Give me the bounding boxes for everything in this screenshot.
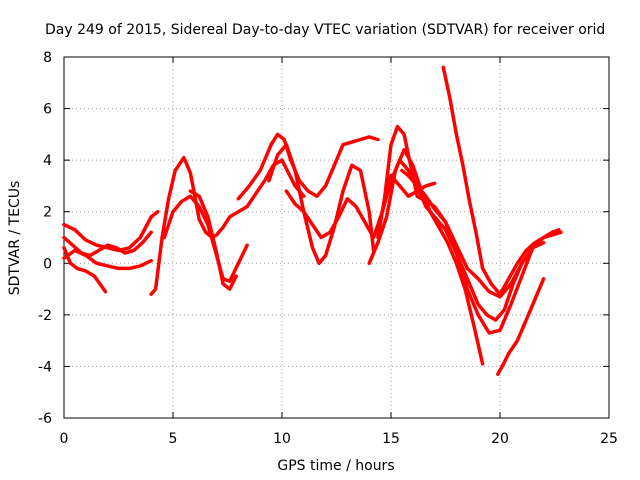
x-axis-label: GPS time / hours <box>277 458 394 474</box>
series-track-10 <box>284 173 437 240</box>
data-series <box>62 65 563 376</box>
series-track-14 <box>400 168 561 299</box>
series-track-06 <box>162 194 249 284</box>
x-tick-label: 0 <box>60 431 69 447</box>
series-track-01 <box>62 246 108 294</box>
series-track-09 <box>267 142 376 266</box>
x-tick-label: 25 <box>600 431 618 447</box>
series-track-12 <box>380 158 546 322</box>
series-track-05 <box>149 155 306 296</box>
axis-ticks: 0 5 10 15 20 25 -6 -4 -2 0 2 4 6 8 <box>38 50 618 447</box>
series-track-04 <box>62 248 153 271</box>
chart-title: Day 249 of 2015, Sidereal Day-to-day VTE… <box>45 22 605 38</box>
y-tick-label: 8 <box>43 50 52 66</box>
series-track-08 <box>236 132 380 201</box>
series-track-13 <box>367 148 485 366</box>
y-tick-label: 2 <box>43 205 52 221</box>
series-track-16 <box>496 277 546 376</box>
series-track-15 <box>441 65 563 296</box>
x-tick-label: 5 <box>169 431 178 447</box>
y-tick-label: -6 <box>38 411 52 427</box>
series-track-02 <box>62 209 160 253</box>
y-tick-label: -4 <box>38 359 52 375</box>
x-tick-label: 10 <box>273 431 291 447</box>
x-tick-label: 15 <box>382 431 400 447</box>
y-tick-label: -2 <box>38 308 52 324</box>
series-track-07 <box>188 189 238 291</box>
x-tick-label: 20 <box>491 431 509 447</box>
y-tick-label: 4 <box>43 153 52 169</box>
y-tick-label: 0 <box>43 256 52 272</box>
y-tick-label: 6 <box>43 102 52 118</box>
y-axis-label: SDTVAR / TECUs <box>7 181 23 296</box>
